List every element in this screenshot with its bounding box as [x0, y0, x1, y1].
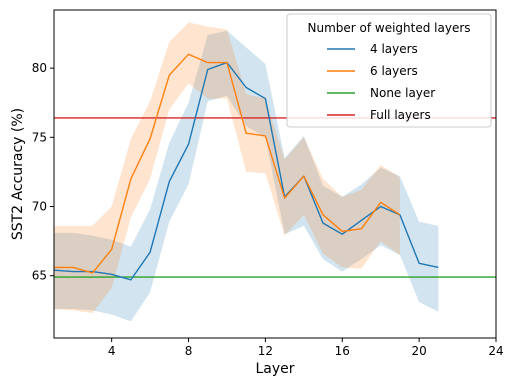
legend: Number of weighted layers 4 layers 6 laye…: [286, 13, 492, 128]
x-tick-label-4: 4: [108, 344, 116, 358]
series-lines: [53, 53, 439, 281]
y-tick-label-65: 65: [32, 269, 47, 283]
y-tick-label-70: 70: [32, 200, 47, 214]
line-1: [54, 53, 401, 274]
x-tick-label-16: 16: [335, 344, 350, 358]
confidence-bands: [54, 22, 439, 322]
x-tick-label-20: 20: [411, 344, 426, 358]
x-tick-label-12: 12: [258, 344, 273, 358]
y-axis-title: SST2 Accuracy (%): [10, 108, 26, 240]
legend-items: 4 layers 6 layers None layer Full layers: [327, 42, 435, 122]
legend-label-0: 4 layers: [370, 42, 418, 56]
x-tick-label-8: 8: [185, 344, 193, 358]
y-axis: 65 70 75 80: [32, 61, 54, 283]
legend-label-2: None layer: [370, 86, 435, 100]
x-tick-label-24: 24: [488, 344, 503, 358]
x-axis: 4 8 12 16 20 24: [108, 338, 504, 358]
legend-label-3: Full layers: [370, 108, 431, 122]
legend-label-1: 6 layers: [370, 64, 418, 78]
band-0: [54, 30, 439, 322]
band-1: [54, 22, 400, 314]
legend-box: [286, 13, 492, 128]
y-tick-label-75: 75: [32, 130, 47, 144]
x-axis-title: Layer: [255, 361, 294, 377]
y-tick-label-80: 80: [32, 61, 47, 75]
legend-title: Number of weighted layers: [307, 21, 470, 35]
plot-frame: [53, 9, 497, 339]
